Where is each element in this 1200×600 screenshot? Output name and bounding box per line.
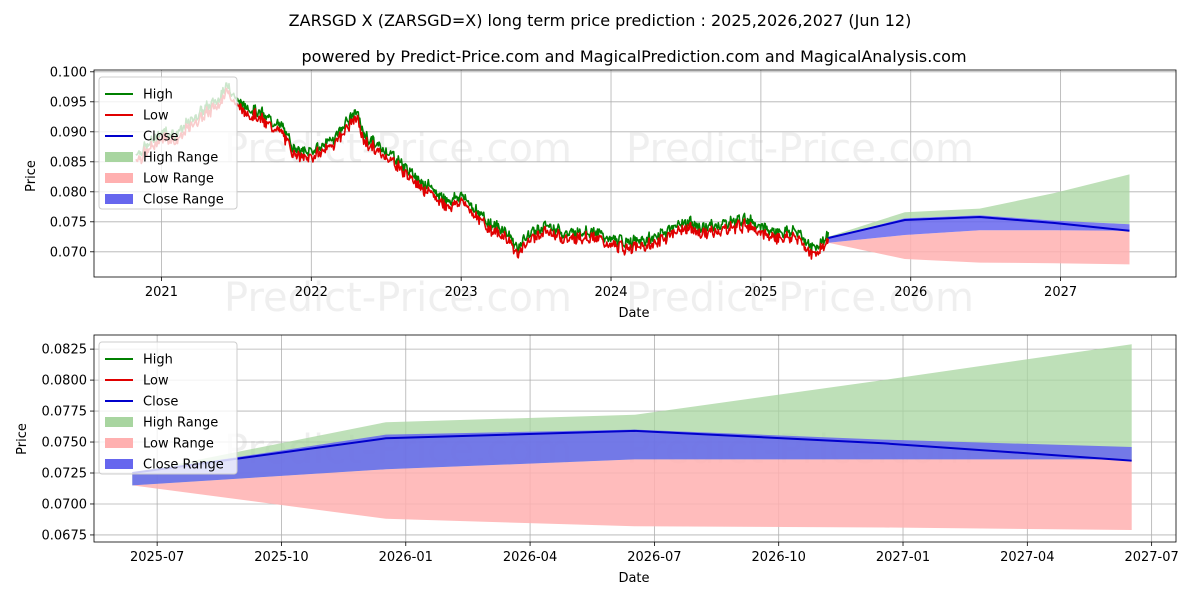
y-axis-label: Price bbox=[15, 423, 30, 455]
plot-frame bbox=[93, 334, 1177, 543]
legend-high-label: High bbox=[143, 353, 173, 368]
legend-low-range-swatch bbox=[105, 438, 133, 448]
legend-close-label: Close bbox=[143, 130, 178, 145]
y-tick-label: 0.0825 bbox=[42, 343, 88, 358]
chart-title: ZARSGD X (ZARSGD=X) long term price pred… bbox=[289, 11, 912, 30]
legend-close-range-swatch bbox=[105, 459, 133, 469]
plot-frame bbox=[93, 69, 1177, 278]
legend-close-label: Close bbox=[143, 395, 178, 410]
watermark: Predict-Price.com bbox=[626, 275, 974, 321]
low-line bbox=[135, 87, 830, 260]
x-tick-label: 2025 bbox=[744, 285, 777, 300]
watermark: Predict-Price.com bbox=[626, 126, 974, 172]
legend-box bbox=[98, 76, 238, 210]
y-tick-label: 0.0800 bbox=[42, 374, 88, 389]
x-axis-label: Date bbox=[618, 306, 649, 321]
y-tick-label: 0.095 bbox=[50, 95, 87, 110]
x-tick-label: 2027-07 bbox=[1124, 550, 1178, 565]
y-tick-label: 0.0775 bbox=[42, 405, 88, 420]
x-tick-label: 2026-07 bbox=[627, 550, 681, 565]
x-tick-label: 2026-10 bbox=[752, 550, 806, 565]
watermark: Predict-Price.com bbox=[224, 275, 572, 321]
legend-close-range-label: Close Range bbox=[143, 193, 224, 208]
y-axis-label: Price bbox=[24, 160, 39, 192]
y-tick-label: 0.100 bbox=[50, 65, 87, 80]
legend-high-range-label: High Range bbox=[143, 151, 218, 166]
legend-close-range-swatch bbox=[105, 194, 133, 204]
legend-high-range-swatch bbox=[105, 417, 133, 427]
legend-high-range-label: High Range bbox=[143, 416, 218, 431]
low-range-band bbox=[828, 230, 1130, 265]
legend-low-range-label: Low Range bbox=[143, 172, 214, 187]
y-tick-label: 0.075 bbox=[50, 215, 87, 230]
x-tick-label: 2026-01 bbox=[379, 550, 433, 565]
y-tick-label: 0.0725 bbox=[42, 467, 88, 482]
x-tick-label: 2027-04 bbox=[1000, 550, 1054, 565]
x-tick-label: 2026-04 bbox=[503, 550, 557, 565]
y-tick-label: 0.0700 bbox=[42, 497, 88, 512]
x-tick-label: 2026 bbox=[894, 285, 927, 300]
x-tick-label: 2021 bbox=[145, 285, 178, 300]
x-tick-label: 2027-01 bbox=[876, 550, 930, 565]
x-tick-label: 2022 bbox=[295, 285, 328, 300]
legend-box bbox=[98, 341, 238, 475]
legend: High Low Close High Range Low Range Close Ran… bbox=[98, 341, 238, 475]
chart-subtitle: powered by Predict-Price.com and Magical… bbox=[301, 47, 966, 66]
x-axis-label: Date bbox=[618, 571, 649, 586]
x-tick-label: 2024 bbox=[594, 285, 627, 300]
legend-high-label: High bbox=[143, 88, 173, 103]
legend-low-range-label: Low Range bbox=[143, 437, 214, 452]
forecast-chart: Predict-Price.com Predict-Price.com 2025… bbox=[15, 334, 1179, 586]
x-tick-label: 2023 bbox=[445, 285, 478, 300]
close-forecast-line bbox=[132, 429, 1132, 474]
y-tick-label: 0.090 bbox=[50, 125, 87, 140]
legend-low-label: Low bbox=[143, 374, 169, 389]
legend-close-range-label: Close Range bbox=[143, 458, 224, 473]
history-chart: Predict-Price.com Predict-Price.com Pred… bbox=[24, 65, 1177, 321]
legend-high-range-swatch bbox=[105, 152, 133, 162]
x-tick-label: 2025-10 bbox=[254, 550, 308, 565]
y-tick-label: 0.0750 bbox=[42, 436, 88, 451]
low-range-band bbox=[132, 459, 1132, 530]
y-tick-label: 0.080 bbox=[50, 185, 87, 200]
y-tick-label: 0.0675 bbox=[42, 528, 88, 543]
x-tick-label: 2025-07 bbox=[130, 550, 184, 565]
high-range-band bbox=[828, 174, 1130, 238]
high-line bbox=[135, 82, 830, 254]
x-tick-label: 2027 bbox=[1044, 285, 1077, 300]
legend-low-label: Low bbox=[143, 109, 169, 124]
close-forecast-line bbox=[828, 215, 1130, 239]
y-tick-label: 0.070 bbox=[50, 245, 87, 260]
legend: High Low Close High Range Low Range Close Ran… bbox=[98, 76, 238, 210]
legend-low-range-swatch bbox=[105, 173, 133, 183]
y-tick-label: 0.085 bbox=[50, 155, 87, 170]
